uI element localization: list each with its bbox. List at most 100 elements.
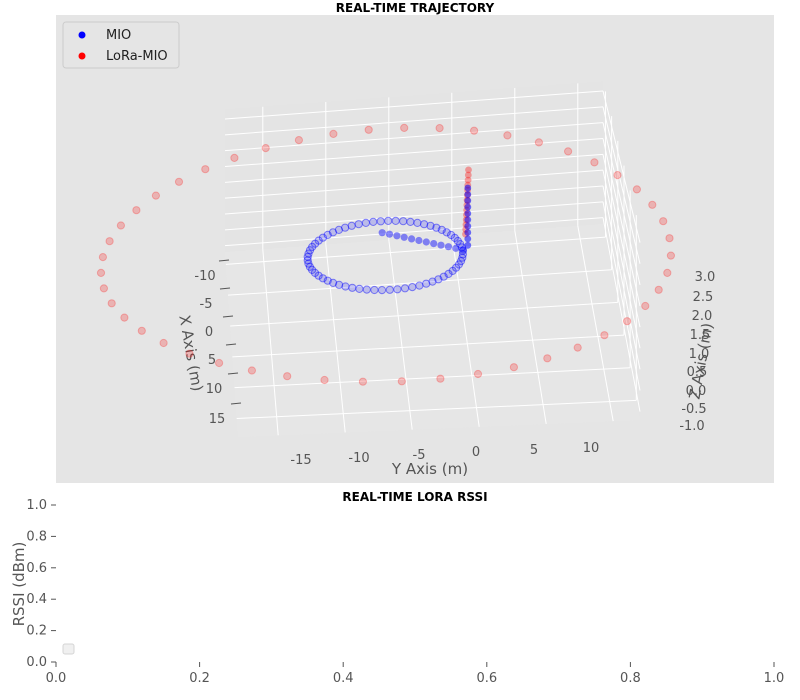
z-tick-label: 2.5 xyxy=(693,290,714,305)
lora-mio-point xyxy=(623,317,632,326)
lora-mio-point xyxy=(261,144,270,153)
rssi-y-tick-label: 0.0 xyxy=(26,655,47,670)
lora-mio-point xyxy=(320,375,329,385)
grid-line xyxy=(236,399,637,419)
lora-mio-point xyxy=(151,191,160,200)
grid-line xyxy=(224,185,604,215)
mio-point xyxy=(458,253,467,262)
mio-point xyxy=(393,232,401,240)
lora-mio-point xyxy=(159,338,168,348)
lora-mio-point xyxy=(174,177,184,186)
mio-point xyxy=(422,279,431,288)
mio-point xyxy=(434,275,443,284)
mio-point xyxy=(328,228,338,237)
lora-mio-point xyxy=(96,268,106,277)
lora-mio-point xyxy=(329,129,338,138)
mio-point xyxy=(406,217,415,226)
rssi-y-axis-label: RSSI (dBm) xyxy=(10,542,28,627)
mio-point xyxy=(329,278,338,287)
z-tick-label: 1.5 xyxy=(690,328,711,343)
lora-mio-point xyxy=(105,237,114,246)
lora-mio-point xyxy=(590,158,599,167)
z-tick-label: 2.0 xyxy=(692,309,713,324)
mio-point xyxy=(437,225,446,234)
grid-line xyxy=(224,217,604,247)
x-tick-mark xyxy=(222,315,234,318)
grid-line xyxy=(602,170,641,349)
mio-point xyxy=(426,221,435,230)
grid-line xyxy=(602,217,641,412)
mio-point xyxy=(314,236,323,245)
mio-point xyxy=(341,223,350,232)
mio-point xyxy=(464,191,472,198)
grid-line xyxy=(602,154,641,328)
x-tick-label: 0 xyxy=(205,325,213,340)
grid-line xyxy=(602,185,641,370)
grid-line xyxy=(602,106,641,264)
lora-mio-point xyxy=(663,268,672,277)
mio-point xyxy=(323,230,332,239)
mio-point xyxy=(391,216,400,225)
lora-mio-point xyxy=(464,171,472,179)
y-tick-label: 10 xyxy=(583,441,600,456)
legend-label-mio: MIO xyxy=(106,28,131,43)
z-tick-label: 3.0 xyxy=(695,270,716,285)
grid-line xyxy=(602,201,641,391)
y-tick-label: -10 xyxy=(348,451,369,466)
lora-mio-point xyxy=(564,147,573,156)
mio-point xyxy=(308,242,317,251)
rssi-y-tick-label: 0.6 xyxy=(26,561,47,576)
mio-point xyxy=(420,220,429,229)
y-tick-label: 5 xyxy=(530,443,538,458)
mio-point xyxy=(464,210,472,217)
lora-mio-point xyxy=(641,301,650,311)
mio-point xyxy=(393,285,402,294)
mio-point xyxy=(464,235,472,243)
mio-point xyxy=(311,239,320,248)
lora-mio-point xyxy=(107,299,116,308)
mio-point xyxy=(415,236,423,245)
mio-series xyxy=(303,184,472,295)
mio-point xyxy=(361,218,370,227)
lora-mio-point xyxy=(283,372,292,381)
lora-mio-point xyxy=(465,166,472,174)
grid-line xyxy=(224,169,604,199)
x-tick-label: 15 xyxy=(209,412,226,427)
lora-mio-point xyxy=(120,313,129,322)
mio-point xyxy=(385,230,394,238)
grid-line xyxy=(228,269,612,296)
lora-mio-point xyxy=(435,124,444,133)
z-tick-label: 0.0 xyxy=(686,384,707,399)
legend-box xyxy=(62,21,180,69)
x-tick-mark xyxy=(219,287,231,290)
grid-line xyxy=(262,249,279,436)
mio-point xyxy=(459,246,467,254)
mio-point xyxy=(304,259,313,268)
y-tick-label: -15 xyxy=(290,453,311,468)
lora-mio-point xyxy=(230,153,239,162)
grid-3d xyxy=(224,81,641,437)
lora-mio-point xyxy=(654,285,663,294)
mio-point xyxy=(377,286,387,295)
x-tick-mark xyxy=(225,343,237,346)
lora-mio-point xyxy=(201,165,210,174)
x-tick-label: -5 xyxy=(200,297,213,312)
mio-point xyxy=(439,272,448,281)
rssi-x-tick-label: 0.0 xyxy=(46,671,67,686)
grid-line xyxy=(232,334,624,358)
mio-point xyxy=(456,257,466,266)
grid-line xyxy=(577,225,614,422)
mio-point xyxy=(376,217,385,226)
grid-line xyxy=(230,301,618,327)
lora-mio-point xyxy=(215,358,224,368)
mio-point xyxy=(347,221,356,230)
mio-point xyxy=(408,283,417,292)
mio-point xyxy=(348,283,357,292)
grid-line xyxy=(224,122,604,152)
rssi-x-tick-label: 0.4 xyxy=(333,671,354,686)
legend-label-lora-mio: LoRa-MIO xyxy=(106,49,168,64)
lora-mio-point xyxy=(659,217,668,226)
mio-point xyxy=(437,241,445,249)
mio-point xyxy=(444,269,453,278)
mio-point xyxy=(400,284,410,293)
